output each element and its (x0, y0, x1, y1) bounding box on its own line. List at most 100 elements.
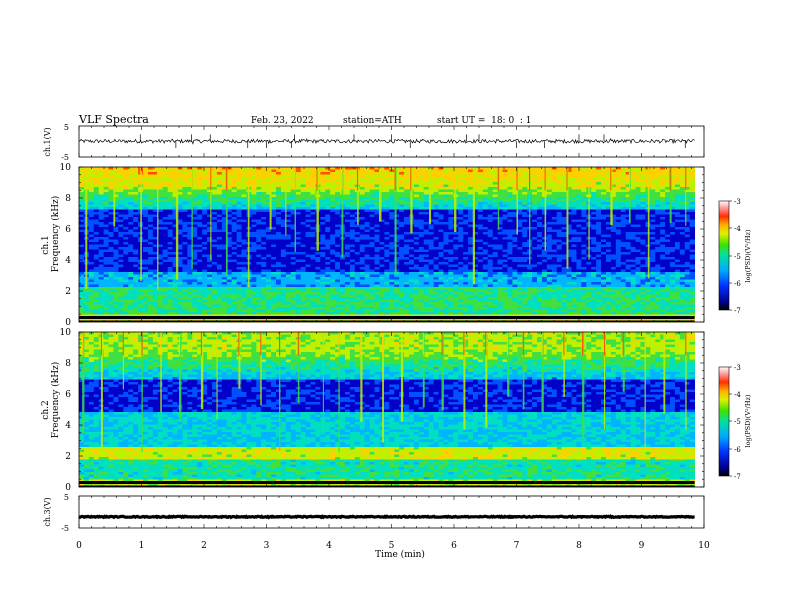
spectrogram-cell (305, 239, 311, 243)
spectrogram-cell (438, 182, 444, 185)
spectrogram-cell (300, 217, 306, 220)
spectrogram-cell (384, 172, 390, 175)
spectrogram-cell (591, 259, 597, 263)
spectrogram-cell (157, 232, 164, 235)
spectrogram-cell (157, 182, 164, 185)
spectrogram-cell (103, 192, 109, 195)
spectrogram-cell (566, 187, 572, 190)
spectrogram-cell (113, 234, 119, 238)
spectrogram-cell (670, 227, 676, 230)
spectrogram-cell (221, 227, 228, 230)
spectrogram-cell (98, 214, 105, 218)
spectrogram-cell (630, 169, 636, 173)
spectrogram-cell (660, 249, 666, 253)
spectrogram-cell (630, 259, 636, 263)
spectrogram-cell (394, 227, 400, 230)
spectrogram-cell (182, 237, 188, 240)
spectrogram-cell (98, 224, 105, 228)
spectrogram-cell (266, 182, 272, 185)
spectrogram-cell (512, 169, 518, 173)
spectrogram-cell (394, 212, 400, 215)
spectrogram-cell (443, 214, 449, 218)
spectrogram-cell (256, 254, 262, 258)
spectrogram-cell (330, 244, 336, 248)
spectrogram-cell (684, 222, 691, 225)
spectrogram-cell (665, 239, 671, 243)
spectrogram-cell (202, 182, 208, 185)
spectrogram-cell (374, 254, 380, 258)
spectrogram-cell (487, 189, 494, 193)
spectrogram-cell (379, 174, 385, 178)
spectrogram-cell (492, 202, 499, 205)
spectrogram-cell (591, 194, 597, 198)
spectrogram-cell (133, 207, 139, 210)
spectrogram-cell (546, 237, 553, 240)
spectrogram-cell (167, 252, 173, 255)
spectrogram-cell (118, 257, 124, 260)
spectrogram-cell (507, 242, 513, 245)
spectrogram-cell (325, 262, 331, 265)
spectrogram-cell (551, 192, 558, 195)
spectrogram-cell (684, 242, 691, 245)
spectrogram-cell (581, 249, 587, 253)
spectrogram-cell (448, 194, 454, 198)
spectrogram-cell (620, 194, 627, 198)
spectrogram-cell (522, 187, 528, 190)
spectrogram-cell (276, 262, 282, 265)
spectrogram-cell (118, 249, 124, 253)
spectrogram-cell (679, 182, 686, 185)
spectrogram-cell (172, 209, 178, 213)
spectrogram-cell (684, 244, 691, 248)
spectrogram-cell (123, 172, 129, 175)
spectrogram-cell (517, 212, 523, 215)
spectrogram-cell (320, 199, 326, 203)
spectrogram-cell (251, 242, 257, 245)
spectrogram-cell (665, 219, 671, 223)
spectrogram-cell (468, 234, 474, 238)
spectrogram-cell (507, 224, 513, 228)
spectrogram-cell (468, 249, 474, 253)
spectrogram-cell (231, 252, 237, 255)
spectrogram-cell (448, 219, 454, 223)
spectrogram-cell (167, 172, 173, 175)
spectrogram-cell (551, 172, 558, 175)
spectrogram-cell (571, 232, 577, 235)
spectrogram-cell (433, 199, 439, 203)
spectrogram-cell (147, 249, 154, 253)
spectrogram-cell (625, 262, 631, 265)
spectrogram-cell (596, 192, 602, 195)
spectrogram-cell (384, 207, 390, 210)
spectrogram-cell (433, 207, 439, 210)
spectrogram-cell (571, 217, 577, 220)
spectrogram-cell (384, 204, 390, 208)
spectrogram-cell (630, 179, 636, 183)
spectrogram-cell (285, 254, 292, 258)
spectrogram-cell (477, 194, 484, 198)
spectrogram-cell (271, 259, 277, 263)
spectrogram-cell (192, 199, 198, 203)
spectrogram-cell (88, 244, 95, 248)
spectrogram-cell (433, 242, 439, 245)
spectrogram-cell (349, 204, 356, 208)
spectrogram-cell (537, 212, 543, 215)
spectrogram-cell (211, 212, 218, 215)
spectrogram-cell (404, 249, 410, 253)
spectrogram-cell (507, 212, 513, 215)
spectrogram-cell (571, 169, 577, 173)
spectrogram-cell (684, 207, 691, 210)
spectrogram-cell (610, 199, 617, 203)
spectrogram-cell (679, 202, 686, 205)
spectrogram-cell (320, 259, 326, 263)
spectrogram-cell (118, 239, 124, 243)
spectrogram-cell (561, 219, 567, 223)
spectrogram-cell (532, 199, 538, 203)
spectrogram-cell (152, 262, 159, 265)
spectrogram-cell (620, 184, 627, 188)
spectrogram-cell (364, 187, 370, 190)
spectrogram-cell (251, 254, 257, 258)
spectrogram-cell (635, 237, 641, 240)
spectrogram-cell (280, 177, 287, 180)
spectrogram-cell (211, 174, 218, 178)
spectrogram-cell (290, 172, 297, 175)
spectrogram-cell (389, 257, 395, 260)
